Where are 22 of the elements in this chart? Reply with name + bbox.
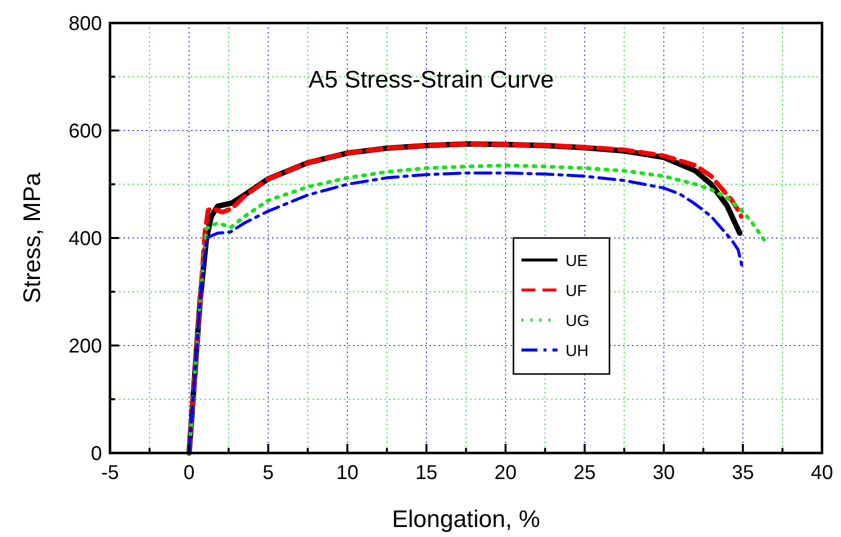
legend-label: UE	[565, 253, 588, 270]
y-tick-label: 800	[68, 13, 102, 35]
x-tick-label: 40	[810, 462, 834, 484]
legend-label: UG	[565, 313, 590, 330]
x-tick-label: 0	[184, 462, 195, 484]
y-tick-label: 200	[68, 336, 102, 358]
legend-label: UF	[565, 283, 588, 300]
x-axis-title: Elongation, %	[392, 506, 540, 533]
y-tick-label: 0	[90, 443, 102, 465]
x-tick-label: 15	[415, 462, 438, 484]
x-tick-label: 10	[336, 462, 358, 484]
text: A5 Stress-Strain Curve	[308, 66, 554, 94]
y-tick-label: 400	[68, 228, 102, 250]
x-tick-label: 35	[732, 462, 754, 484]
y-tick-label: 600	[68, 120, 102, 142]
y-axis-title: Stress, MPa	[19, 172, 46, 304]
legend-label: UH	[565, 343, 589, 360]
x-tick-label: -5	[101, 462, 119, 484]
x-tick-label: 30	[652, 462, 675, 484]
x-tick-label: 25	[574, 462, 596, 484]
x-tick-label: 20	[494, 462, 517, 484]
x-tick-label: 5	[262, 462, 274, 484]
